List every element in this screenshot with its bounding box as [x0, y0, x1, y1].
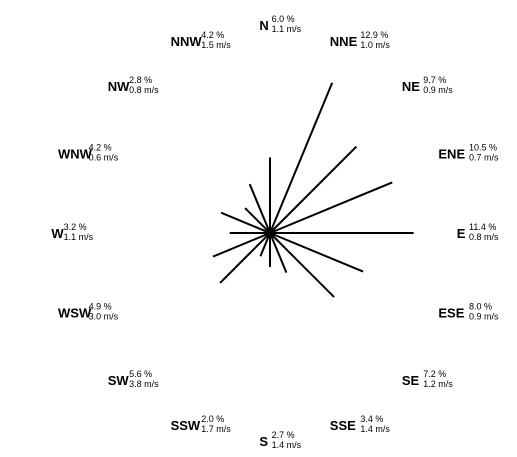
- speed-label-nw: 0.8 m/s: [129, 85, 159, 95]
- direction-label-ssw: SSW: [171, 418, 201, 433]
- speed-label-e: 0.8 m/s: [469, 232, 499, 242]
- direction-label-nnw: NNW: [171, 34, 203, 49]
- spoke-sse: [269, 232, 288, 273]
- spoke-wsw: [212, 232, 271, 258]
- spoke-nnw: [248, 183, 271, 234]
- frequency-label-ssw: 2.0 %: [201, 414, 224, 424]
- speed-label-w: 1.1 m/s: [64, 232, 94, 242]
- spoke-se: [269, 232, 335, 298]
- direction-label-ene: ENE: [438, 146, 465, 161]
- speed-label-ssw: 1.7 m/s: [201, 424, 231, 434]
- speed-label-ene: 0.7 m/s: [469, 152, 499, 162]
- spoke-nw: [244, 207, 271, 234]
- frequency-label-nnw: 4.2 %: [201, 30, 224, 40]
- frequency-label-ne: 9.7 %: [423, 75, 446, 85]
- spokes-group: [212, 82, 414, 298]
- frequency-label-w: 3.2 %: [64, 222, 87, 232]
- direction-label-n: N: [259, 18, 268, 33]
- speed-label-sse: 1.4 m/s: [360, 424, 390, 434]
- speed-label-nne: 1.0 m/s: [360, 40, 390, 50]
- spoke-ene: [269, 181, 393, 234]
- spoke-ese: [269, 232, 364, 273]
- direction-label-s: S: [259, 434, 268, 449]
- spoke-nne: [269, 82, 334, 234]
- speed-label-ne: 0.9 m/s: [423, 85, 453, 95]
- direction-label-sse: SSE: [330, 418, 356, 433]
- direction-label-wsw: WSW: [58, 306, 92, 321]
- frequency-label-wnw: 4.2 %: [89, 142, 112, 152]
- frequency-label-e: 11.4 %: [469, 222, 496, 232]
- direction-label-nne: NNE: [330, 34, 358, 49]
- direction-label-w: W: [51, 226, 64, 241]
- frequency-label-ene: 10.5 %: [469, 142, 497, 152]
- speed-label-wnw: 0.6 m/s: [89, 152, 119, 162]
- frequency-label-sse: 3.4 %: [360, 414, 383, 424]
- frequency-label-sw: 5.6 %: [129, 369, 152, 379]
- frequency-label-se: 7.2 %: [423, 369, 446, 379]
- direction-label-e: E: [457, 226, 466, 241]
- direction-label-sw: SW: [108, 373, 130, 388]
- frequency-label-wsw: 4.9 %: [89, 302, 112, 312]
- speed-label-wsw: 3.0 m/s: [89, 312, 119, 322]
- speed-label-s: 1.4 m/s: [272, 440, 302, 450]
- frequency-label-s: 2.7 %: [272, 430, 295, 440]
- speed-label-ese: 0.9 m/s: [469, 312, 499, 322]
- speed-label-sw: 3.8 m/s: [129, 379, 159, 389]
- spoke-wnw: [220, 211, 271, 234]
- direction-label-ese: ESE: [438, 306, 464, 321]
- frequency-label-nne: 12.9 %: [360, 30, 388, 40]
- speed-label-se: 1.2 m/s: [423, 379, 453, 389]
- spoke-ssw: [259, 232, 271, 257]
- direction-label-wnw: WNW: [58, 146, 93, 161]
- frequency-label-ese: 8.0 %: [469, 302, 492, 312]
- spoke-sw: [219, 232, 271, 284]
- direction-label-ne: NE: [402, 79, 420, 94]
- speed-label-n: 1.1 m/s: [272, 24, 302, 34]
- spoke-ne: [269, 145, 358, 234]
- direction-label-nw: NW: [108, 79, 130, 94]
- speed-label-nnw: 1.5 m/s: [201, 40, 231, 50]
- frequency-label-n: 6.0 %: [272, 14, 295, 24]
- direction-label-se: SE: [402, 373, 420, 388]
- frequency-label-nw: 2.8 %: [129, 75, 152, 85]
